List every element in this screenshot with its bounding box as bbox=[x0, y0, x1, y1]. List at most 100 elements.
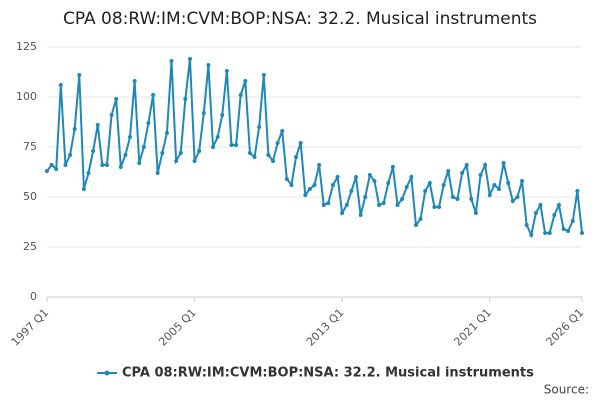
data-point bbox=[132, 79, 137, 83]
data-point bbox=[349, 189, 354, 193]
data-point bbox=[104, 163, 109, 167]
data-point bbox=[367, 173, 372, 177]
data-point bbox=[570, 219, 575, 223]
data-point bbox=[455, 197, 460, 201]
data-point bbox=[257, 125, 262, 129]
data-point bbox=[215, 135, 220, 139]
data-point bbox=[464, 163, 469, 167]
data-point bbox=[580, 231, 584, 235]
data-point bbox=[284, 177, 289, 181]
data-point bbox=[303, 193, 308, 197]
data-point bbox=[400, 197, 405, 201]
data-point bbox=[386, 181, 391, 185]
data-point bbox=[547, 231, 552, 235]
data-point bbox=[252, 155, 257, 159]
data-point bbox=[206, 63, 211, 67]
data-point bbox=[100, 163, 105, 167]
y-tick-label: 125 bbox=[16, 40, 37, 53]
data-point bbox=[395, 203, 400, 207]
data-point bbox=[354, 175, 359, 179]
data-point bbox=[524, 223, 529, 227]
data-point bbox=[538, 203, 543, 207]
data-point bbox=[211, 145, 216, 149]
data-point bbox=[192, 159, 197, 163]
data-point bbox=[294, 155, 299, 159]
data-point bbox=[340, 211, 345, 215]
data-point bbox=[220, 113, 225, 117]
data-point bbox=[446, 169, 451, 173]
data-point bbox=[123, 153, 128, 157]
data-point bbox=[501, 161, 506, 165]
data-point bbox=[128, 135, 133, 139]
data-point bbox=[510, 199, 515, 203]
data-point bbox=[533, 211, 538, 215]
data-point bbox=[381, 201, 386, 205]
data-point bbox=[432, 205, 437, 209]
data-point bbox=[280, 129, 285, 133]
data-point bbox=[146, 121, 151, 125]
data-point bbox=[469, 197, 474, 201]
data-point bbox=[390, 165, 395, 169]
data-point bbox=[95, 123, 100, 127]
data-point bbox=[114, 97, 119, 101]
data-point bbox=[141, 145, 146, 149]
x-tick-label: 2026 Q1 bbox=[544, 306, 587, 349]
data-point bbox=[151, 93, 156, 97]
data-point bbox=[460, 171, 465, 175]
data-point bbox=[450, 195, 455, 199]
data-point bbox=[178, 151, 183, 155]
data-point bbox=[317, 163, 322, 167]
data-point bbox=[552, 213, 557, 217]
data-point bbox=[45, 169, 49, 173]
data-point bbox=[238, 93, 243, 97]
data-point bbox=[321, 203, 326, 207]
source: Source: bbox=[544, 383, 589, 397]
data-point bbox=[427, 181, 432, 185]
y-tick-label: 25 bbox=[23, 240, 37, 253]
data-point bbox=[72, 127, 77, 131]
data-point bbox=[566, 229, 571, 233]
data-point bbox=[298, 141, 303, 145]
y-tick-label: 100 bbox=[16, 90, 37, 103]
data-point bbox=[247, 151, 252, 155]
data-point bbox=[441, 183, 446, 187]
data-point bbox=[63, 163, 68, 167]
data-point bbox=[54, 167, 59, 171]
legend-label: CPA 08:RW:IM:CVM:BOP:NSA: 32.2. Musical … bbox=[122, 366, 534, 381]
x-tick-label: 2013 Q1 bbox=[304, 306, 347, 349]
data-point bbox=[164, 131, 169, 135]
data-point bbox=[224, 69, 229, 73]
y-tick-label: 50 bbox=[23, 190, 37, 203]
data-point bbox=[307, 187, 312, 191]
data-point bbox=[312, 183, 317, 187]
data-point bbox=[160, 151, 165, 155]
x-tick-label: 1997 Q1 bbox=[9, 306, 52, 349]
data-point bbox=[515, 195, 520, 199]
data-point bbox=[261, 73, 266, 77]
data-point bbox=[358, 213, 363, 217]
data-point bbox=[363, 195, 368, 199]
data-point bbox=[68, 153, 73, 157]
data-point bbox=[137, 161, 142, 165]
data-point bbox=[330, 183, 335, 187]
data-point bbox=[344, 203, 349, 207]
data-point bbox=[270, 159, 275, 163]
data-point bbox=[543, 231, 548, 235]
x-tick-label: 2021 Q1 bbox=[451, 306, 494, 349]
data-point bbox=[289, 183, 294, 187]
data-point bbox=[77, 73, 82, 77]
data-point bbox=[418, 217, 423, 221]
data-point bbox=[183, 97, 188, 101]
data-point bbox=[506, 181, 511, 185]
legend-marker bbox=[104, 370, 110, 376]
data-point bbox=[197, 149, 202, 153]
data-point bbox=[243, 79, 248, 83]
data-point bbox=[174, 159, 179, 163]
data-point bbox=[335, 175, 340, 179]
data-point bbox=[409, 175, 414, 179]
data-point bbox=[492, 183, 497, 187]
data-point bbox=[529, 233, 534, 237]
data-point bbox=[326, 201, 331, 205]
data-point bbox=[561, 227, 566, 231]
